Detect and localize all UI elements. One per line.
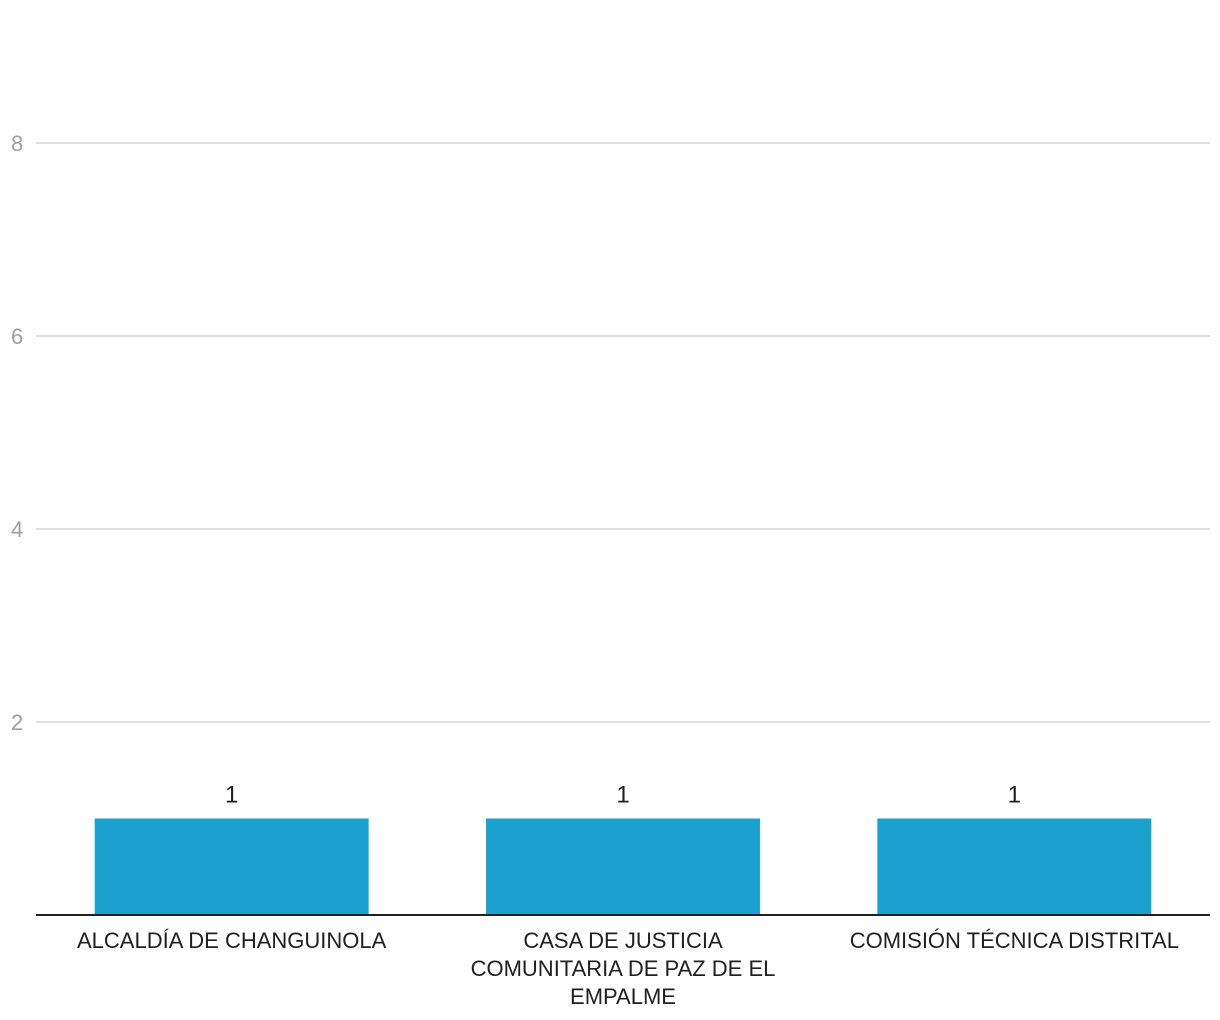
y-tick-label-2: 2 — [11, 710, 23, 735]
bar-1 — [94, 818, 369, 915]
data-label-2: 1 — [616, 782, 629, 809]
data-label-1: 1 — [225, 782, 238, 809]
category-label-2-line-2: COMUNITARIA DE PAZ DE EL — [471, 956, 776, 981]
bar-2 — [486, 818, 760, 915]
category-label-2-line-3: EMPALME — [570, 984, 676, 1009]
data-label-3: 1 — [1008, 782, 1021, 809]
gridlines — [36, 142, 1210, 723]
data-labels: 1 1 1 — [225, 782, 1021, 809]
category-label-3: COMISIÓN TÉCNICA DISTRITAL — [850, 928, 1179, 953]
bar-3 — [877, 818, 1152, 915]
y-axis-ticks: 2 4 6 8 — [11, 131, 23, 735]
category-label-1: ALCALDÍA DE CHANGUINOLA — [77, 928, 387, 953]
y-tick-label-8: 8 — [11, 131, 23, 156]
category-label-2-line-1: CASA DE JUSTICIA — [523, 928, 723, 953]
y-tick-label-6: 6 — [11, 324, 23, 349]
x-axis-category-labels: ALCALDÍA DE CHANGUINOLA CASA DE JUSTICIA C… — [77, 928, 1179, 1009]
bars — [94, 818, 1152, 915]
y-tick-label-4: 4 — [11, 517, 23, 542]
